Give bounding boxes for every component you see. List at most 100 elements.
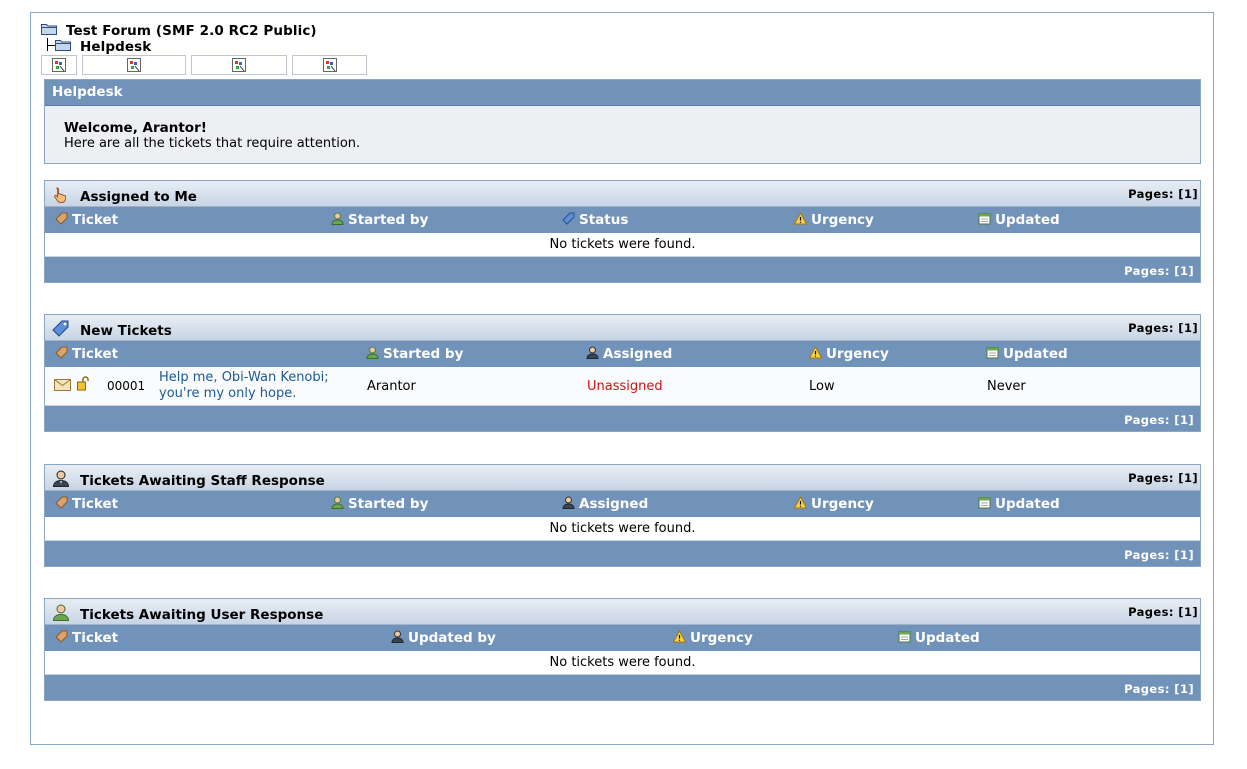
- section-footer: Pages: [1]: [45, 406, 1200, 431]
- open-folder-icon: [55, 40, 71, 51]
- pagination-top[interactable]: Pages: [1]: [1128, 321, 1198, 335]
- staff-user-icon: [562, 496, 575, 509]
- col-ticket[interactable]: Ticket: [55, 630, 118, 646]
- ticket-id: 00001: [107, 379, 146, 393]
- broken-image-icon: [232, 58, 246, 72]
- pagination-bottom[interactable]: Pages: [1]: [1124, 548, 1194, 562]
- user-icon: [366, 346, 379, 359]
- broken-image-icon: [322, 58, 337, 72]
- warning-icon: [793, 495, 808, 509]
- pagination-bottom[interactable]: Pages: [1]: [1124, 413, 1194, 427]
- section-title: New Tickets: [80, 323, 172, 339]
- column-header-row: Ticket Started by Status Urgency Updated: [45, 207, 1200, 233]
- section-footer: Pages: [1]: [45, 257, 1200, 282]
- user-icon: [331, 212, 344, 225]
- folder-icon: [41, 24, 57, 35]
- col-assigned[interactable]: Assigned: [562, 496, 648, 512]
- ticket-tag-icon: [55, 346, 68, 359]
- ticket-assigned: Unassigned: [587, 379, 663, 394]
- pagination-top[interactable]: Pages: [1]: [1128, 187, 1198, 201]
- ticket-urgency: Low: [809, 379, 835, 394]
- warning-icon: [672, 629, 687, 643]
- welcome-text: Welcome, Arantor!: [64, 120, 207, 136]
- col-updated[interactable]: Updated: [898, 630, 980, 646]
- ticket-subject-line2: you're my only hope.: [159, 386, 297, 401]
- pagination-bottom[interactable]: Pages: [1]: [1124, 264, 1194, 278]
- tree-line: [47, 38, 48, 51]
- pagination-top[interactable]: Pages: [1]: [1128, 471, 1198, 485]
- warning-icon: [808, 345, 823, 359]
- column-header-row: Ticket Started by Assigned Urgency Updat…: [45, 341, 1200, 367]
- user-icon: [331, 496, 344, 509]
- section-title-bar: Tickets Awaiting User Response Pages: [1…: [45, 599, 1200, 625]
- empty-message: No tickets were found.: [45, 233, 1200, 257]
- broken-image-icon: [127, 58, 141, 72]
- col-ticket[interactable]: Ticket: [55, 346, 118, 362]
- nav-tab-1[interactable]: [41, 55, 77, 75]
- col-urgency[interactable]: Urgency: [808, 345, 889, 362]
- section-footer: Pages: [1]: [45, 541, 1200, 566]
- ticket-subject-line1: Help me, Obi-Wan Kenobi;: [159, 370, 329, 385]
- col-updated[interactable]: Updated: [978, 212, 1060, 228]
- breadcrumb-forum-link[interactable]: Test Forum (SMF 2.0 RC2 Public): [66, 23, 317, 39]
- staff-user-icon: [52, 470, 70, 487]
- col-ticket[interactable]: Ticket: [55, 496, 118, 512]
- nav-tab-2[interactable]: [82, 55, 186, 75]
- col-started-by[interactable]: Started by: [331, 496, 428, 512]
- table-row: 00001 Help me, Obi-Wan Kenobi; you're my…: [45, 367, 1200, 406]
- section-title: Tickets Awaiting User Response: [80, 607, 324, 623]
- helpdesk-welcome-box: Helpdesk Welcome, Arantor! Here are all …: [44, 79, 1201, 164]
- welcome-subtitle: Here are all the tickets that require at…: [64, 136, 361, 151]
- col-urgency[interactable]: Urgency: [793, 211, 874, 228]
- helpdesk-header: Helpdesk: [45, 80, 1200, 106]
- staff-user-icon: [391, 630, 404, 643]
- empty-message: No tickets were found.: [45, 651, 1200, 675]
- ticket-tag-icon: [55, 496, 68, 509]
- section-title: Assigned to Me: [80, 189, 197, 205]
- envelope-icon: [54, 379, 71, 391]
- nav-tab-3[interactable]: [191, 55, 287, 75]
- ticket-started-by[interactable]: Arantor: [367, 379, 416, 394]
- hand-pointer-icon: [54, 187, 66, 203]
- ticket-tag-icon: [55, 630, 68, 643]
- section-title-bar: Tickets Awaiting Staff Response Pages: […: [45, 465, 1200, 491]
- ticket-updated: Never: [987, 379, 1026, 394]
- section-assigned-to-me: Assigned to Me Pages: [1] Ticket Started…: [44, 180, 1201, 283]
- calendar-icon: [978, 212, 991, 225]
- warning-icon: [793, 211, 808, 225]
- pagination-top[interactable]: Pages: [1]: [1128, 605, 1198, 619]
- calendar-icon: [978, 496, 991, 509]
- section-awaiting-staff: Tickets Awaiting Staff Response Pages: […: [44, 464, 1201, 567]
- section-new-tickets: New Tickets Pages: [1] Ticket Started by…: [44, 314, 1201, 432]
- breadcrumb-current: Helpdesk: [80, 39, 152, 55]
- broken-image-icon: [52, 58, 66, 72]
- col-started-by[interactable]: Started by: [366, 346, 463, 362]
- col-updated[interactable]: Updated: [978, 496, 1060, 512]
- column-header-row: Ticket Started by Assigned Urgency Updat…: [45, 491, 1200, 517]
- col-updated-by[interactable]: Updated by: [391, 630, 496, 646]
- calendar-icon: [986, 346, 999, 359]
- section-footer: Pages: [1]: [45, 675, 1200, 700]
- col-status[interactable]: Status: [562, 212, 628, 228]
- section-title: Tickets Awaiting Staff Response: [80, 473, 325, 489]
- ticket-subject-link[interactable]: Help me, Obi-Wan Kenobi; you're my only …: [159, 370, 329, 402]
- staff-user-icon: [586, 346, 599, 359]
- unlocked-icon: [77, 376, 89, 391]
- col-started-by[interactable]: Started by: [331, 212, 428, 228]
- col-assigned[interactable]: Assigned: [586, 346, 672, 362]
- col-updated[interactable]: Updated: [986, 346, 1068, 362]
- section-title-bar: New Tickets Pages: [1]: [45, 315, 1200, 341]
- col-ticket[interactable]: Ticket: [55, 212, 118, 228]
- section-title-bar: Assigned to Me Pages: [1]: [45, 181, 1200, 207]
- ticket-tag-icon: [55, 212, 68, 225]
- status-tag-icon: [562, 212, 575, 225]
- calendar-icon: [898, 630, 911, 643]
- tree-line: [47, 45, 55, 46]
- nav-tab-4[interactable]: [292, 55, 367, 75]
- col-urgency[interactable]: Urgency: [793, 495, 874, 512]
- user-icon: [52, 604, 70, 621]
- pagination-bottom[interactable]: Pages: [1]: [1124, 682, 1194, 696]
- col-urgency[interactable]: Urgency: [672, 629, 753, 646]
- empty-message: No tickets were found.: [45, 517, 1200, 541]
- section-awaiting-user: Tickets Awaiting User Response Pages: [1…: [44, 598, 1201, 701]
